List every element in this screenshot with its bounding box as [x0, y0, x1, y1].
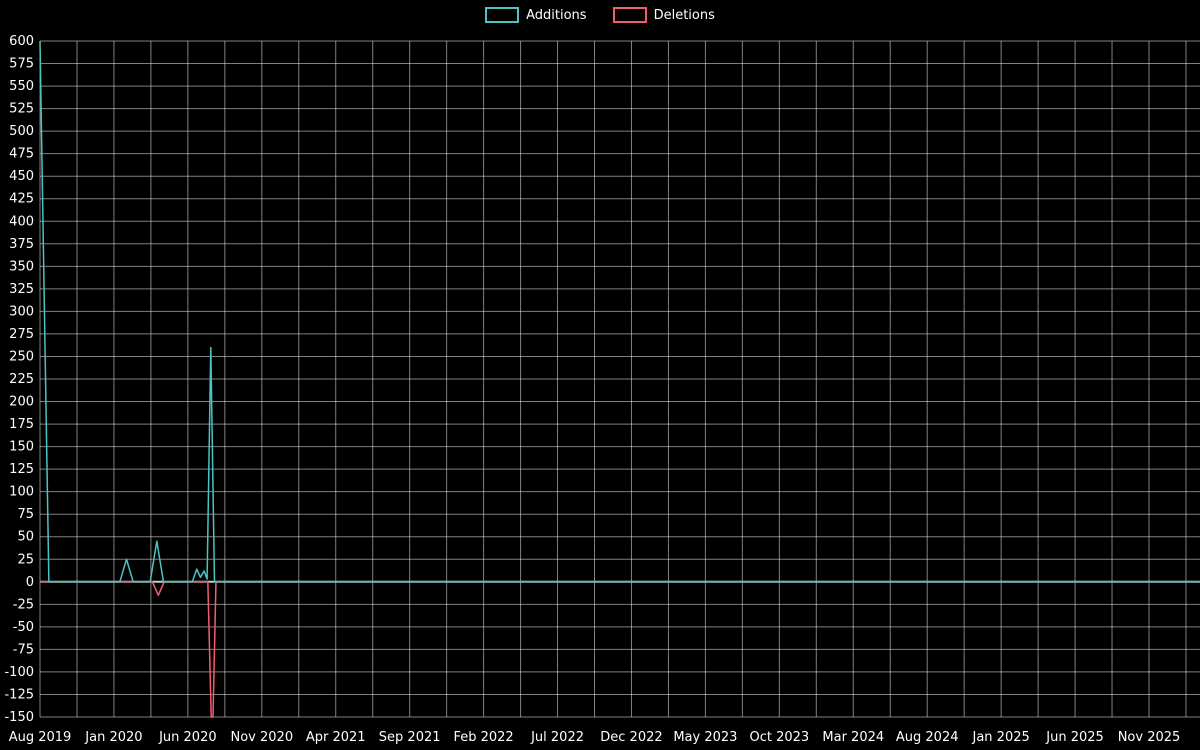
deletions-legend-label: Deletions: [653, 7, 715, 23]
y-tick-label: 75: [17, 507, 34, 522]
x-tick-label: Aug 2019: [9, 730, 72, 745]
y-tick-label: 600: [9, 34, 34, 49]
y-tick-label: 0: [26, 575, 34, 590]
y-tick-label: 175: [9, 417, 34, 432]
y-tick-label: 500: [9, 124, 34, 139]
x-tick-label: Apr 2021: [306, 730, 366, 745]
legend-item-deletions[interactable]: Deletions: [612, 7, 715, 23]
y-tick-label: 100: [9, 485, 34, 500]
y-tick-label: 525: [9, 102, 34, 117]
y-tick-label: -150: [4, 710, 34, 725]
x-tick-label: Mar 2024: [822, 730, 884, 745]
y-tick-label: 125: [9, 462, 34, 477]
x-tick-label: May 2023: [673, 730, 737, 745]
y-tick-label: 300: [9, 304, 34, 319]
additions-series-line: [39, 40, 1200, 583]
y-tick-label: 200: [9, 395, 34, 410]
y-tick-label: 575: [9, 57, 34, 72]
x-tick-label: Nov 2025: [1118, 730, 1181, 745]
x-tick-label: Nov 2020: [231, 730, 294, 745]
x-tick-label: Feb 2022: [453, 730, 513, 745]
additions-legend-label: Additions: [526, 7, 587, 23]
y-tick-label: -50: [13, 620, 34, 635]
chart-legend: Additions Deletions: [0, 7, 1200, 23]
x-tick-label: Aug 2024: [896, 730, 959, 745]
x-tick-label: Jun 2020: [158, 730, 217, 745]
y-tick-label: 150: [9, 440, 34, 455]
x-tick-label: Jan 2020: [84, 730, 142, 745]
y-tick-label: 350: [9, 259, 34, 274]
y-axis-labels: 6005755505255004754504254003753503253002…: [4, 34, 34, 725]
y-tick-label: 375: [9, 237, 34, 252]
legend-item-additions[interactable]: Additions: [485, 7, 587, 23]
x-tick-label: Jan 2025: [972, 730, 1030, 745]
deletions-series-line: [40, 581, 1200, 718]
x-tick-label: Jun 2025: [1045, 730, 1104, 745]
horizontal-gridlines: [40, 40, 1200, 718]
y-tick-label: 50: [17, 530, 34, 545]
y-tick-label: 325: [9, 282, 34, 297]
y-tick-label: 25: [17, 552, 34, 567]
y-tick-label: 425: [9, 192, 34, 207]
y-tick-label: -25: [13, 597, 34, 612]
x-tick-label: Sep 2021: [379, 730, 441, 745]
y-tick-label: 400: [9, 214, 34, 229]
y-tick-label: 250: [9, 349, 34, 364]
y-tick-label: -100: [4, 665, 34, 680]
y-tick-label: 225: [9, 372, 34, 387]
deletions-swatch: [612, 7, 647, 23]
additions-swatch: [485, 7, 520, 23]
x-tick-label: Dec 2022: [600, 730, 662, 745]
y-tick-label: -75: [13, 642, 34, 657]
x-tick-label: Oct 2023: [749, 730, 809, 745]
y-tick-label: 275: [9, 327, 34, 342]
x-axis-labels: Aug 2019 Jan 2020 Jun 2020 Nov 2020 Apr 2021…: [9, 730, 1181, 745]
y-tick-label: 475: [9, 147, 34, 162]
y-tick-label: 550: [9, 79, 34, 94]
x-tick-label: Jul 2022: [530, 730, 584, 745]
y-tick-label: 450: [9, 169, 34, 184]
y-tick-label: -125: [4, 687, 34, 702]
